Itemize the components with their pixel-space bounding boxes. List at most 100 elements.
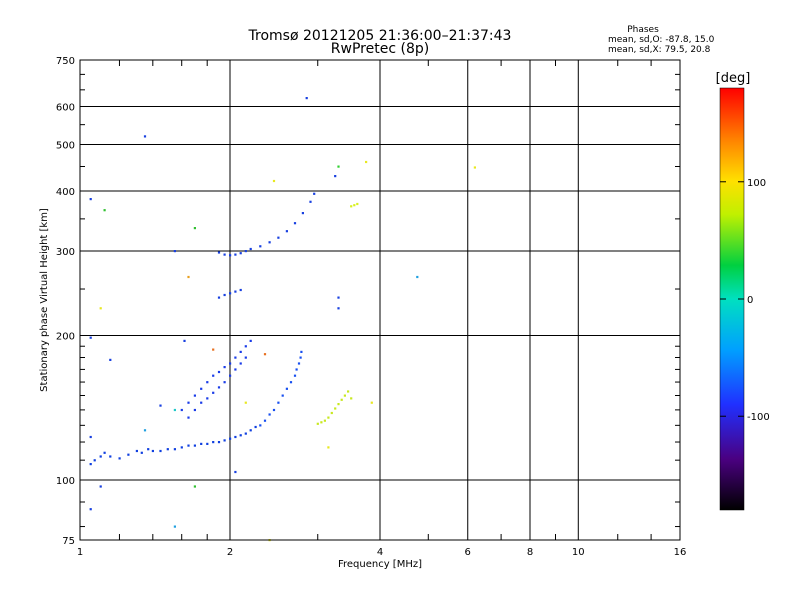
trace-point xyxy=(212,391,215,394)
trace-point xyxy=(173,448,176,451)
trace-point xyxy=(200,401,203,404)
scatter-point xyxy=(187,275,190,279)
trace-point xyxy=(200,387,203,390)
trace-point xyxy=(109,455,112,458)
chart-title: Tromsø 20121205 21:36:00–21:37:43 xyxy=(248,28,512,44)
stats-line-x: mean, sd,X: 79.5, 20.8 xyxy=(608,45,711,55)
x-tick-label: 16 xyxy=(674,547,687,558)
colorbar-ticks: 100 0 -100 xyxy=(720,178,770,423)
scatter-point xyxy=(263,353,267,356)
y-axis-label: Stationary phase Virtual Height [km] xyxy=(39,208,50,392)
trace-point xyxy=(268,241,271,244)
scatter-point xyxy=(89,336,92,339)
chart-subtitle: RwPretec (8p) xyxy=(331,41,429,57)
trace-point xyxy=(223,293,226,297)
trace-point xyxy=(301,212,304,215)
scatter-point xyxy=(370,401,373,404)
trace-point xyxy=(277,401,280,404)
trace-point xyxy=(140,451,143,454)
trace-point xyxy=(229,292,232,295)
trace-point xyxy=(234,253,237,256)
scatter-point xyxy=(159,404,162,407)
trace-point xyxy=(340,398,343,401)
scatter-point xyxy=(193,485,196,488)
trace-point xyxy=(320,421,323,424)
trace-point xyxy=(244,432,247,435)
trace-point xyxy=(193,394,196,397)
colorbar-label: [deg] xyxy=(716,71,751,86)
scatter-point xyxy=(193,227,196,230)
trace-point xyxy=(217,296,221,299)
trace-point xyxy=(206,442,209,445)
scatter-point xyxy=(234,470,237,474)
scatter-point xyxy=(89,198,92,201)
trace-point xyxy=(309,200,312,203)
trace-point xyxy=(323,419,326,422)
trace-point xyxy=(299,356,302,359)
plot-frame xyxy=(79,59,681,541)
trace-point xyxy=(217,441,221,444)
trace-point xyxy=(89,463,92,466)
scatter-point xyxy=(99,307,102,310)
trace-point xyxy=(350,397,353,400)
trace-point xyxy=(223,366,226,369)
stats-title: Phases xyxy=(627,25,659,35)
trace-point xyxy=(147,448,150,451)
trace-point xyxy=(350,205,353,208)
trace-point xyxy=(353,204,356,207)
trace-point xyxy=(193,444,196,447)
trace-point xyxy=(99,455,102,458)
trace-point xyxy=(272,408,276,412)
trace-point xyxy=(229,254,232,257)
trace-point xyxy=(244,345,247,348)
trace-point xyxy=(249,429,252,432)
trace-point xyxy=(180,446,183,449)
trace-point xyxy=(327,416,330,419)
scatter-point xyxy=(109,358,112,361)
scatter-point xyxy=(327,446,330,449)
trace-point xyxy=(193,408,196,412)
scatter-point xyxy=(272,179,276,183)
trace-point xyxy=(330,411,333,415)
trace-point xyxy=(118,457,121,460)
trace-point xyxy=(234,356,237,359)
trace-point xyxy=(285,230,288,233)
scatter-point xyxy=(337,296,340,299)
trace-point xyxy=(234,368,237,371)
scatter-point xyxy=(305,97,308,100)
trace-point xyxy=(217,251,221,254)
trace-point xyxy=(244,356,247,359)
trace-point xyxy=(259,424,262,427)
x-tick-label: 1 xyxy=(77,547,83,558)
scatter-point xyxy=(473,166,476,169)
colorbar-tick-label: -100 xyxy=(747,412,770,423)
trace-point xyxy=(234,290,237,293)
trace-point xyxy=(239,434,242,437)
y-tick-label: 300 xyxy=(56,247,75,258)
trace-point xyxy=(166,448,169,451)
trace-point xyxy=(217,370,221,374)
trace-point xyxy=(334,407,337,410)
x-tick-label: 8 xyxy=(527,547,533,558)
colorbar-tick-label: 100 xyxy=(747,178,766,189)
scatter-point xyxy=(173,250,176,253)
data-points xyxy=(89,97,476,542)
scatter-point xyxy=(143,135,147,138)
scatter-point xyxy=(244,401,247,404)
trace-point xyxy=(293,222,297,225)
trace-point xyxy=(103,451,106,454)
trace-point xyxy=(223,253,226,256)
y-tick-label: 600 xyxy=(56,103,75,114)
scatter-point xyxy=(173,408,176,412)
trace-point xyxy=(244,250,247,253)
trace-point xyxy=(337,403,340,406)
trace-point xyxy=(200,442,203,445)
trace-point xyxy=(313,192,316,195)
scatter-point xyxy=(183,339,186,342)
trace-point xyxy=(254,425,257,429)
trace-point xyxy=(93,459,96,462)
trace-point xyxy=(229,362,232,365)
trace-point xyxy=(268,413,271,416)
trace-point xyxy=(347,390,350,393)
